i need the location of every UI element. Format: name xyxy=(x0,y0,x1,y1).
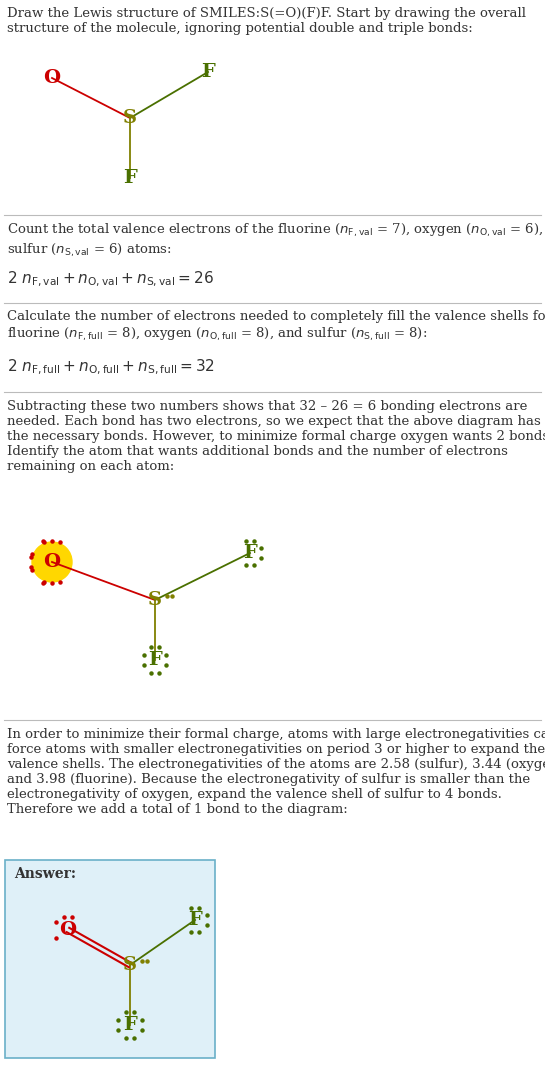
Text: O: O xyxy=(59,921,76,939)
Text: S: S xyxy=(148,591,162,609)
Text: F: F xyxy=(123,169,137,187)
Circle shape xyxy=(32,542,72,581)
Text: F: F xyxy=(243,544,257,562)
Text: F: F xyxy=(201,63,215,81)
Text: Calculate the number of electrons needed to completely fill the valence shells f: Calculate the number of electrons needed… xyxy=(7,310,545,343)
Text: $2\ n_{\rm F,full} + n_{\rm O,full} + n_{\rm S,full} = 32$: $2\ n_{\rm F,full} + n_{\rm O,full} + n_… xyxy=(7,358,215,377)
Text: O: O xyxy=(44,553,60,571)
Text: In order to minimize their formal charge, atoms with large electronegativities c: In order to minimize their formal charge… xyxy=(7,728,545,816)
Text: F: F xyxy=(148,651,162,669)
Text: O: O xyxy=(44,69,60,87)
FancyBboxPatch shape xyxy=(5,861,215,1058)
Text: Answer:: Answer: xyxy=(14,867,76,881)
Text: S: S xyxy=(123,109,137,127)
Text: Draw the Lewis structure of SMILES:S(=O)(F)F. Start by drawing the overall
struc: Draw the Lewis structure of SMILES:S(=O)… xyxy=(7,7,526,35)
Text: $2\ n_{\rm F,val} + n_{\rm O,val} + n_{\rm S,val} = 26$: $2\ n_{\rm F,val} + n_{\rm O,val} + n_{\… xyxy=(7,271,214,290)
Text: S: S xyxy=(123,956,137,974)
Text: Count the total valence electrons of the fluorine ($n_{\rm F,val}$ = 7), oxygen : Count the total valence electrons of the… xyxy=(7,222,545,259)
Text: F: F xyxy=(123,1016,137,1034)
Text: Subtracting these two numbers shows that 32 – 26 = 6 bonding electrons are
neede: Subtracting these two numbers shows that… xyxy=(7,400,545,473)
Text: F: F xyxy=(188,911,202,929)
